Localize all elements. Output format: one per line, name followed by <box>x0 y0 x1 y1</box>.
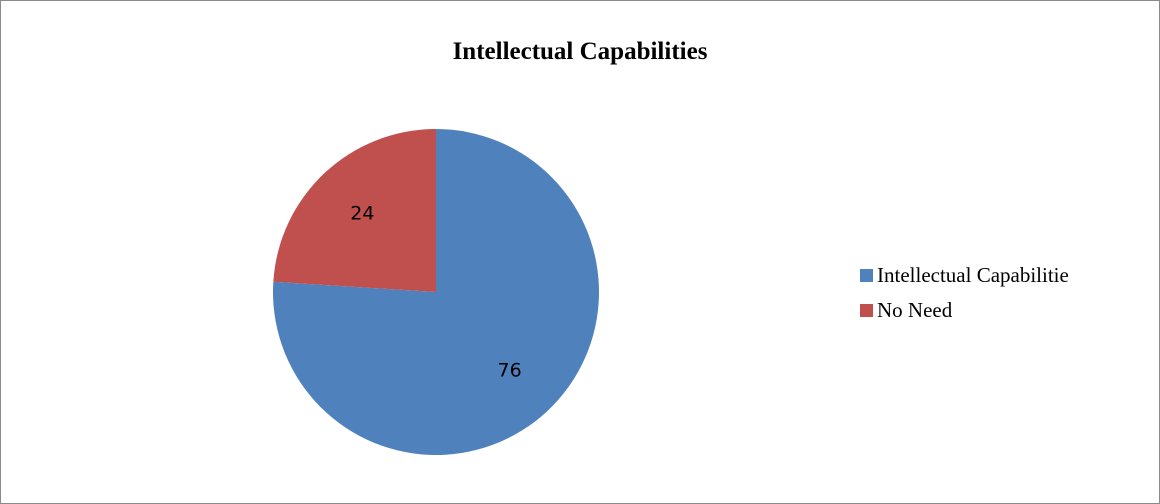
legend-item-no-need: No Need <box>860 297 1069 322</box>
data-label-intellectual-capabilitie: 76 <box>498 359 522 381</box>
legend: Intellectual Capabilitie No Need <box>860 262 1069 334</box>
legend-swatch-intellectual-capabilitie <box>860 268 873 282</box>
pie-slices <box>273 129 599 455</box>
legend-swatch-no-need <box>860 303 873 317</box>
legend-label-intellectual-capabilitie: Intellectual Capabilitie <box>877 262 1069 287</box>
data-label-no-need: 24 <box>350 203 374 225</box>
chart-title: Intellectual Capabilities <box>452 38 708 65</box>
pie-data-labels: 76 24 <box>350 203 521 382</box>
pie-slice-no-need <box>273 129 436 292</box>
legend-label-no-need: No Need <box>877 297 953 322</box>
legend-item-intellectual-capabilitie: Intellectual Capabilitie <box>860 262 1069 287</box>
